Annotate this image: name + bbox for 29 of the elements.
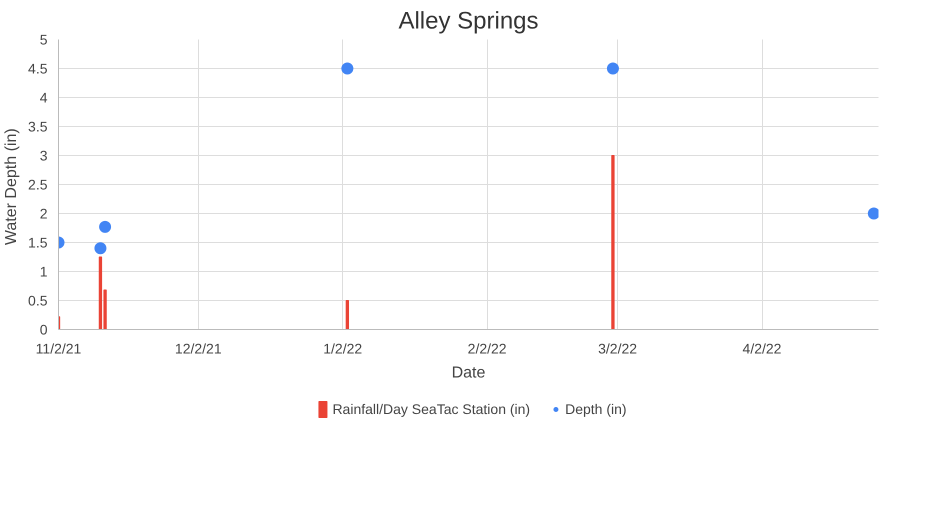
y-tick-label: 2.5 [28,176,48,192]
y-tick-label: 2 [40,206,48,222]
x-axis-title: Date [452,364,486,382]
y-tick-label: 0.5 [28,292,48,308]
point [341,62,354,74]
legend-label: Depth (in) [565,401,627,417]
x-tick-label: 1/2/22 [323,340,362,356]
y-tick-label: 3.5 [28,118,48,134]
y-tick-label: 0 [40,322,48,338]
legend-label: Rainfall/Day SeaTac Station (in) [332,401,530,417]
x-tick-label: 3/2/22 [598,340,638,356]
point [94,242,106,254]
x-tick-label: 11/2/21 [36,340,82,356]
y-tick-label: 1.5 [28,234,48,250]
y-tick-label: 1 [40,264,48,280]
point [99,220,112,233]
x-tick-label: 4/2/22 [742,340,782,356]
y-tick-label: 3 [40,148,48,164]
y-tick-label: 4.5 [28,60,48,76]
y-tick-label: 4 [40,90,48,106]
y-axis-title: Water Depth (in) [3,128,20,246]
x-tick-label: 2/2/22 [468,340,507,356]
bar [346,300,350,330]
x-tick-label: 12/2/21 [174,340,222,356]
point [606,62,619,74]
bar [611,155,615,330]
point [868,208,878,220]
y-tick-label: 5 [40,32,48,48]
chart-title: Alley Springs [398,8,539,34]
